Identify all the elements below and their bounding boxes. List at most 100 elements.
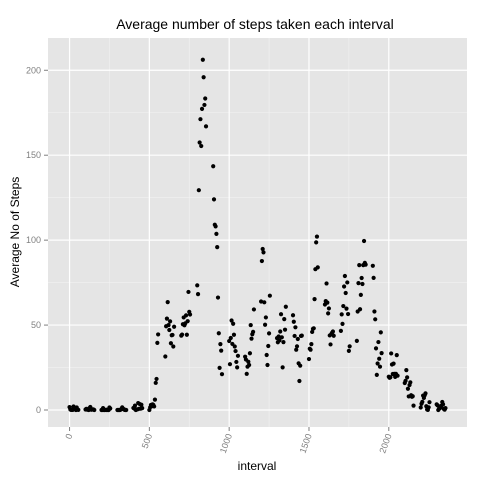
data-point bbox=[391, 362, 395, 366]
data-point bbox=[186, 290, 190, 294]
data-point bbox=[373, 317, 377, 321]
data-point bbox=[292, 320, 296, 324]
y-tick-label: 150 bbox=[26, 150, 41, 160]
data-point bbox=[281, 365, 285, 369]
data-point bbox=[282, 317, 286, 321]
data-point bbox=[196, 292, 200, 296]
data-point bbox=[236, 354, 240, 358]
data-point bbox=[374, 346, 378, 350]
data-point bbox=[198, 140, 202, 144]
data-point bbox=[283, 328, 287, 332]
data-point bbox=[233, 344, 237, 348]
data-point bbox=[331, 329, 335, 333]
data-point bbox=[359, 293, 363, 297]
data-point bbox=[202, 75, 206, 79]
data-point bbox=[357, 263, 361, 267]
data-point bbox=[211, 164, 215, 168]
data-point bbox=[411, 394, 415, 398]
data-point bbox=[408, 380, 412, 384]
x-tick-label: 1000 bbox=[218, 432, 234, 454]
data-point bbox=[372, 309, 376, 313]
data-point bbox=[327, 306, 331, 310]
data-point bbox=[395, 353, 399, 357]
data-point bbox=[377, 357, 381, 361]
data-point bbox=[92, 408, 96, 412]
data-point bbox=[380, 351, 384, 355]
data-point bbox=[326, 311, 330, 315]
data-point bbox=[171, 344, 175, 348]
data-point bbox=[251, 330, 255, 334]
data-point bbox=[293, 325, 297, 329]
data-point bbox=[228, 362, 232, 366]
data-point bbox=[358, 307, 362, 311]
data-point bbox=[260, 259, 264, 263]
data-point bbox=[204, 124, 208, 128]
data-point bbox=[152, 404, 156, 408]
data-point bbox=[214, 232, 218, 236]
data-point bbox=[268, 294, 272, 298]
data-point bbox=[308, 348, 312, 352]
data-point bbox=[312, 297, 316, 301]
y-tick-label: 0 bbox=[36, 405, 41, 415]
data-point bbox=[233, 349, 237, 353]
data-point bbox=[252, 307, 256, 311]
data-point bbox=[267, 331, 271, 335]
x-tick-label: 1500 bbox=[298, 432, 314, 454]
data-point bbox=[231, 322, 235, 326]
data-point bbox=[378, 365, 382, 369]
data-point bbox=[342, 284, 346, 288]
data-point bbox=[347, 349, 351, 353]
data-point bbox=[186, 319, 190, 323]
data-point bbox=[345, 280, 349, 284]
data-point bbox=[293, 334, 297, 338]
data-point bbox=[314, 240, 318, 244]
data-point bbox=[265, 353, 269, 357]
data-point bbox=[212, 197, 216, 201]
y-axis-label: Average No of Steps bbox=[8, 177, 22, 288]
data-point bbox=[371, 264, 375, 268]
data-point bbox=[340, 312, 344, 316]
data-point bbox=[76, 408, 80, 412]
data-point bbox=[163, 354, 167, 358]
data-point bbox=[300, 334, 304, 338]
data-point bbox=[372, 276, 376, 280]
data-point bbox=[217, 366, 221, 370]
y-axis-ticks: 050100150200 bbox=[26, 65, 48, 415]
data-point bbox=[154, 377, 158, 381]
x-tick-label: 500 bbox=[140, 432, 155, 450]
data-point bbox=[215, 245, 219, 249]
data-point bbox=[315, 234, 319, 238]
x-tick-label: 0 bbox=[63, 432, 74, 440]
data-point bbox=[218, 342, 222, 346]
data-point bbox=[324, 281, 328, 285]
data-point bbox=[198, 117, 202, 121]
data-point bbox=[355, 339, 359, 343]
data-point bbox=[200, 107, 204, 111]
data-point bbox=[297, 379, 301, 383]
data-point bbox=[197, 188, 201, 192]
data-point bbox=[344, 291, 348, 295]
data-point bbox=[312, 326, 316, 330]
data-point bbox=[248, 351, 252, 355]
data-point bbox=[156, 332, 160, 336]
data-point bbox=[279, 312, 283, 316]
data-point bbox=[364, 263, 368, 267]
data-point bbox=[172, 325, 176, 329]
data-point bbox=[154, 381, 158, 385]
data-point bbox=[202, 103, 206, 107]
data-point bbox=[423, 391, 427, 395]
data-point bbox=[360, 282, 364, 286]
data-point bbox=[199, 144, 203, 148]
data-point bbox=[124, 408, 128, 412]
data-point bbox=[278, 329, 282, 333]
data-point bbox=[249, 323, 253, 327]
data-point bbox=[328, 342, 332, 346]
data-point bbox=[188, 312, 192, 316]
data-point bbox=[348, 344, 352, 348]
data-point bbox=[165, 317, 169, 321]
data-point bbox=[325, 301, 329, 305]
data-point bbox=[235, 365, 239, 369]
data-point bbox=[404, 368, 408, 372]
